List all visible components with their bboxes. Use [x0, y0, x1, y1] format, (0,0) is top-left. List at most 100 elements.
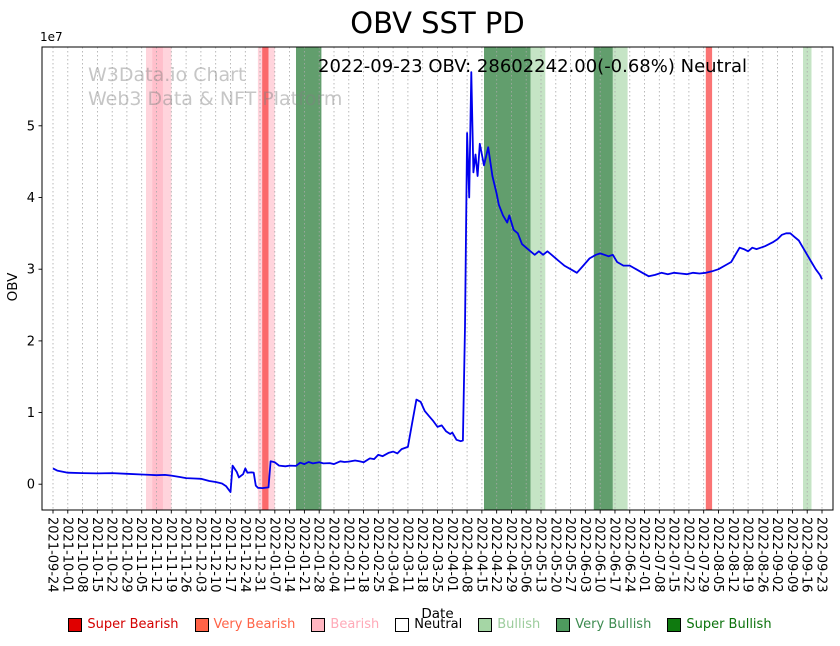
- y-tick-label: 0: [27, 478, 35, 493]
- band-very-bullish: [593, 47, 613, 510]
- x-tick-label: 2022-07-22: [680, 517, 695, 593]
- x-tick-label: 2021-10-15: [89, 517, 104, 593]
- y-tick-label: 5: [27, 119, 35, 134]
- legend-item-bullish: Bullish: [478, 617, 540, 632]
- y-axis-label: OBV: [5, 272, 21, 302]
- x-tick-label: 2021-12-03: [192, 517, 207, 593]
- x-tick-label: 2021-10-01: [59, 517, 74, 593]
- legend-item-bearish: Bearish: [311, 617, 379, 632]
- y-tick-label: 2: [27, 334, 35, 349]
- x-tick-label: 2022-03-18: [414, 517, 429, 593]
- band-bullish: [530, 47, 546, 510]
- chart-title: OBV SST PD: [350, 6, 525, 40]
- x-tick-label: 2021-12-24: [237, 517, 252, 593]
- legend-label: Super Bearish: [87, 617, 179, 632]
- band-bearish: [152, 47, 163, 510]
- legend-label: Neutral: [414, 617, 463, 632]
- watermark-line-1: W3Data.io Chart: [88, 64, 246, 86]
- legend-swatch: [68, 617, 83, 632]
- x-tick-label: 2022-07-29: [695, 517, 710, 593]
- legend-label: Very Bearish: [213, 617, 296, 632]
- band-very-bullish: [296, 47, 322, 510]
- legend-swatch: [395, 617, 410, 632]
- x-tick-label: 2022-02-25: [370, 517, 385, 593]
- legend-item-super-bullish: Super Bullish: [667, 617, 772, 632]
- x-tick-label: 2022-09-23: [814, 517, 829, 593]
- legend-item-neutral: Neutral: [395, 617, 462, 632]
- x-tick-label: 2022-05-13: [533, 517, 548, 593]
- x-tick-label: 2022-09-16: [799, 517, 814, 593]
- legend-swatch: [194, 617, 209, 632]
- legend-item-super-bearish: Super Bearish: [68, 617, 179, 632]
- band-bullish: [803, 47, 812, 510]
- x-tick-label: 2022-01-28: [311, 517, 326, 593]
- x-tick-label: 2022-01-07: [266, 517, 281, 593]
- x-tick-label: 2022-07-15: [666, 517, 681, 593]
- y-tick-label: 4: [27, 191, 35, 206]
- x-tick-label: 2022-01-21: [296, 517, 311, 593]
- x-axis-label: Date: [421, 606, 454, 622]
- y-tick-label: 3: [27, 263, 35, 278]
- x-tick-label: 2022-02-18: [355, 517, 370, 593]
- legend-swatch: [311, 617, 326, 632]
- x-tick-label: 2022-06-10: [592, 517, 607, 593]
- x-tick-label: 2021-11-26: [178, 517, 193, 593]
- x-tick-label: 2021-11-05: [133, 517, 148, 593]
- legend-label: Super Bullish: [686, 617, 772, 632]
- x-axis-ticks: 2021-09-24 2021-10-01 2021-10-08 2021-10-15…: [45, 510, 829, 593]
- x-tick-label: 2021-09-24: [45, 517, 60, 593]
- signal-bands: [146, 47, 812, 510]
- legend-label: Very Bullish: [575, 617, 652, 632]
- legend-item-very-bearish: Very Bearish: [194, 617, 296, 632]
- x-tick-label: 2022-09-09: [784, 517, 799, 593]
- x-tick-label: 2022-05-27: [562, 517, 577, 593]
- legend-swatch: [478, 617, 493, 632]
- legend-label: Bearish: [330, 617, 380, 632]
- band-very-bearish: [262, 47, 269, 510]
- x-tick-label: 2022-08-26: [754, 517, 769, 593]
- x-tick-label: 2022-04-15: [473, 517, 488, 593]
- y-tick-label: 1: [27, 406, 35, 421]
- x-tick-label: 2021-10-22: [104, 517, 119, 593]
- x-tick-label: 2022-03-25: [429, 517, 444, 593]
- x-tick-label: 2021-12-17: [222, 517, 237, 593]
- legend-swatch: [556, 617, 571, 632]
- x-tick-label: 2022-05-06: [518, 517, 533, 593]
- legend: Super Bearish Very Bearish Bearish Neutral B…: [0, 617, 840, 632]
- legend-swatch: [667, 617, 682, 632]
- x-tick-label: 2022-04-29: [503, 517, 518, 593]
- x-tick-label: 2021-12-10: [207, 517, 222, 593]
- x-tick-label: 2022-04-22: [488, 517, 503, 593]
- x-tick-label: 2022-03-04: [385, 517, 400, 593]
- y-axis-offset-label: 1e7: [40, 30, 63, 44]
- x-tick-label: 2022-04-01: [444, 517, 459, 593]
- latest-value-annotation: 2022-09-23 OBV: 28602242.00(-0.68%) Neut…: [318, 56, 748, 77]
- x-tick-label: 2021-10-29: [118, 517, 133, 593]
- x-tick-label: 2022-01-14: [281, 517, 296, 593]
- band-very-bearish: [705, 47, 713, 510]
- legend-label: Bullish: [497, 617, 541, 632]
- x-tick-label: 2022-06-17: [607, 517, 622, 593]
- x-tick-label: 2022-05-20: [547, 517, 562, 593]
- obv-line: [52, 71, 823, 494]
- x-tick-label: 2022-09-02: [769, 517, 784, 593]
- watermark: W3Data.io Chart Web3 Data & NFT Platform: [88, 63, 342, 111]
- band-very-bullish: [484, 47, 531, 510]
- x-tick-label: 2022-08-05: [710, 517, 725, 593]
- x-tick-label: 2021-11-19: [163, 517, 178, 593]
- x-tick-label: 2022-07-08: [651, 517, 666, 593]
- x-tick-label: 2021-10-08: [74, 517, 89, 593]
- watermark-line-2: Web3 Data & NFT Platform: [88, 88, 343, 110]
- y-axis-ticks: 0 1 2 3 4 5: [27, 119, 42, 493]
- x-tick-label: 2022-06-24: [621, 517, 636, 593]
- x-tick-label: 2022-04-08: [459, 517, 474, 593]
- x-tick-label: 2022-07-01: [636, 517, 651, 593]
- x-tick-label: 2021-12-31: [252, 517, 267, 593]
- x-tick-label: 2022-06-03: [577, 517, 592, 593]
- legend-item-very-bullish: Very Bullish: [556, 617, 651, 632]
- band-bullish: [612, 47, 628, 510]
- grid-lines: [52, 47, 823, 510]
- x-tick-label: 2022-08-12: [725, 517, 740, 593]
